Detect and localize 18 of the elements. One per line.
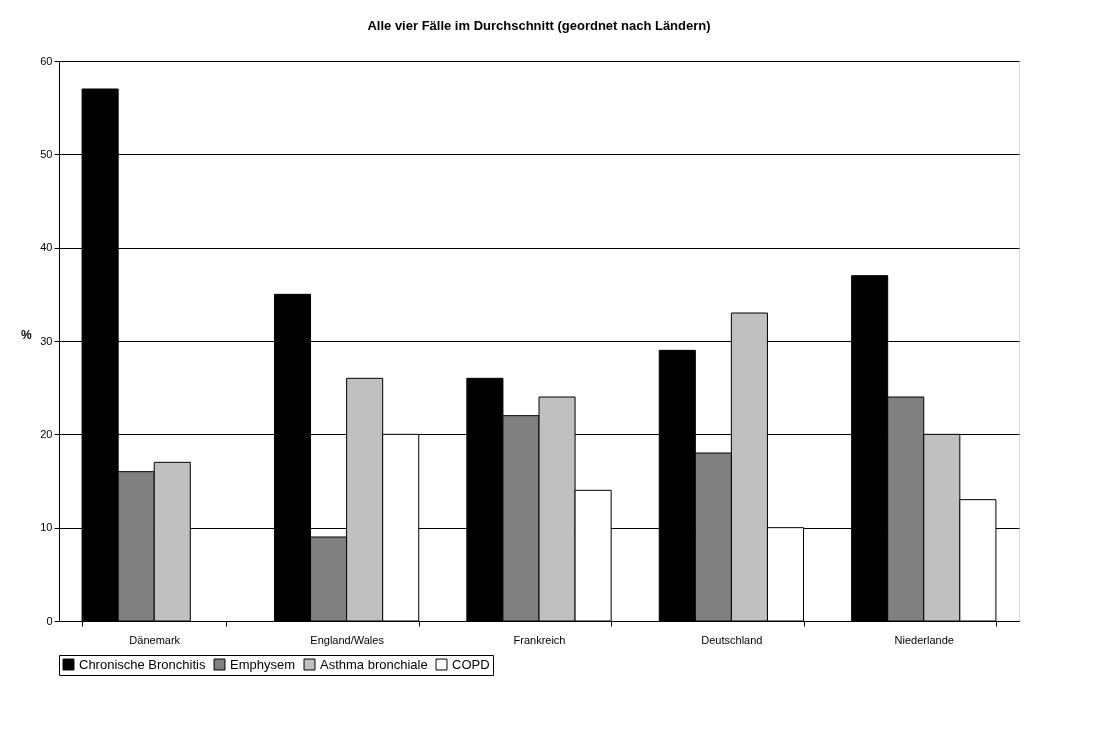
y-tick-label: 10 <box>40 521 53 534</box>
x-tick-label: Dänemark <box>129 633 181 646</box>
y-tick-label: 0 <box>46 614 53 627</box>
legend-label: Chronische Bronchitis <box>79 656 206 672</box>
legend-label: Emphysem <box>230 656 296 672</box>
y-tick-label: 30 <box>40 334 53 347</box>
x-tick-label: England/Wales <box>310 633 385 646</box>
x-tick-label: Niederlande <box>894 633 954 646</box>
y-tick-label: 40 <box>40 241 53 254</box>
y-axis-title: % <box>20 327 32 342</box>
chart-title: Alle vier Fälle im Durchschnitt (geordnet nach Ländern) <box>367 18 711 33</box>
y-tick-label: 50 <box>40 147 53 160</box>
x-tick-label: Frankreich <box>513 633 566 646</box>
legend-label: Asthma bronchiale <box>320 656 428 672</box>
legend-label: COPD <box>452 656 490 672</box>
x-tick-label: Deutschland <box>701 633 763 646</box>
y-tick-label: 60 <box>40 54 53 67</box>
y-tick-label: 20 <box>40 427 53 440</box>
